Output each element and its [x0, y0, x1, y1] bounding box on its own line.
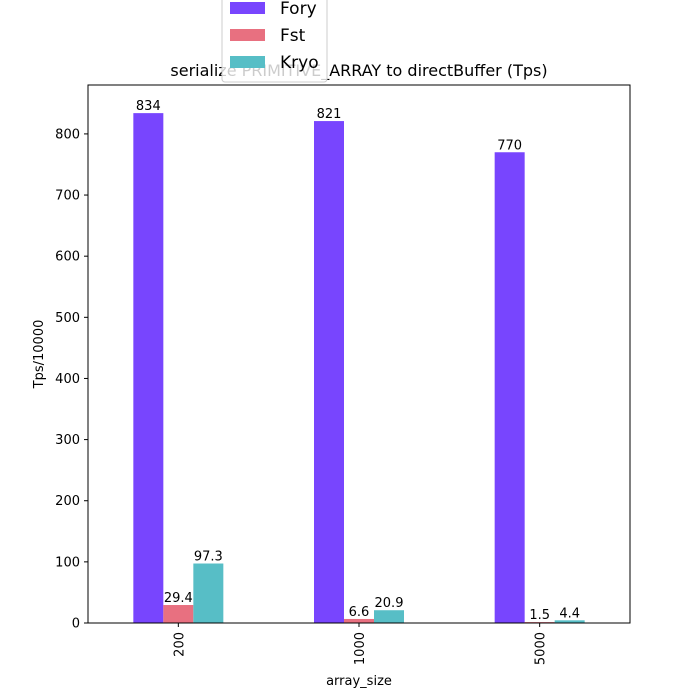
legend-swatch-kryo	[230, 56, 265, 68]
y-axis-label: Tps/10000	[32, 320, 47, 390]
plot-frame	[87, 84, 631, 624]
data-label-fory-200: 834	[136, 99, 161, 114]
bar-fst-200	[163, 605, 194, 623]
y-tick-label: 800	[55, 127, 80, 142]
bar-kryo-5000	[554, 620, 585, 623]
data-labels-layer: 834 821 770 29.4 6.6 1.5 97.3 20.9 4.4	[136, 99, 580, 623]
bar-fory-1000	[314, 121, 344, 623]
data-label-fst-200: 29.4	[164, 591, 193, 606]
x-axis-label: array_size	[326, 674, 392, 689]
data-label-fory-5000: 770	[497, 138, 522, 153]
legend-swatch-fst	[230, 29, 265, 41]
x-tick-label: 1000	[353, 632, 368, 665]
x-tick-label: 5000	[534, 632, 549, 665]
y-tick-label: 0	[72, 617, 80, 632]
y-tick-label: 200	[55, 494, 80, 509]
bar-kryo-200	[193, 563, 224, 623]
x-axis: 200 1000 5000	[172, 623, 549, 665]
y-tick-label: 300	[55, 433, 80, 448]
y-tick-label: 400	[55, 372, 80, 387]
y-tick-label: 500	[55, 311, 80, 326]
legend: Fory Fst Kryo	[221, 0, 328, 83]
bar-fst-1000	[344, 618, 374, 623]
y-axis: 0 100 200 300 400 500 600 700 800	[55, 127, 88, 632]
legend-label-kryo: Kryo	[280, 53, 319, 73]
bar-fory-5000	[494, 152, 525, 623]
y-tick-label: 700	[55, 189, 80, 204]
bar-kryo-1000	[374, 610, 404, 623]
legend-swatch-fory	[230, 2, 265, 14]
data-label-fory-1000: 821	[317, 107, 342, 122]
legend-label-fory: Fory	[280, 0, 317, 19]
data-label-kryo-1000: 20.9	[375, 596, 404, 611]
y-tick-label: 600	[55, 250, 80, 265]
legend-label-fst: Fst	[280, 26, 306, 46]
data-label-kryo-5000: 4.4	[559, 606, 580, 621]
y-tick-label: 100	[55, 555, 80, 570]
data-label-fst-1000: 6.6	[349, 605, 370, 620]
data-label-kryo-200: 97.3	[194, 550, 223, 565]
bars-layer	[133, 113, 585, 623]
x-tick-label: 200	[172, 632, 187, 657]
bar-fory-200	[133, 113, 164, 623]
data-label-fst-5000: 1.5	[529, 608, 550, 623]
